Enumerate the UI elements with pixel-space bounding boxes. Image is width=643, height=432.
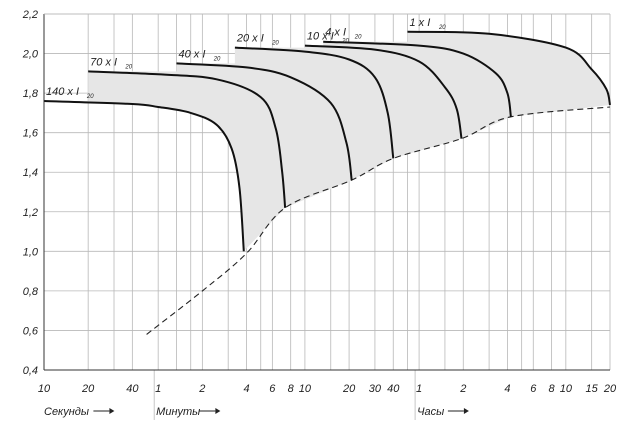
y-tick-label: 1,8 xyxy=(23,88,39,100)
series-label-sub: 20 xyxy=(341,39,349,45)
x-group-label: Минуты xyxy=(156,406,200,418)
shaded-band xyxy=(323,31,610,117)
x-tick-label: 6 xyxy=(530,383,537,395)
series-curve xyxy=(304,44,463,139)
shaded-band xyxy=(304,41,511,139)
shaded-band xyxy=(234,45,462,159)
series-label-sub: 20 xyxy=(213,56,221,62)
series-curve xyxy=(323,40,512,117)
y-tick-label: 2,2 xyxy=(22,9,38,21)
x-tick-label: 10 xyxy=(299,383,312,395)
curves xyxy=(43,30,611,335)
series-label: 4 x I xyxy=(325,27,346,39)
y-tick-label: 0,8 xyxy=(23,286,39,298)
x-tick-label: 4 xyxy=(504,383,510,395)
x-tick-label: 15 xyxy=(586,383,599,395)
x-tick-label: 8 xyxy=(549,383,556,395)
series-curve xyxy=(234,46,395,159)
series-label: 10 x I xyxy=(307,31,334,43)
series-curve xyxy=(88,70,287,208)
series-label-sub: 20 xyxy=(124,64,132,70)
x-tick-label: 2 xyxy=(459,383,466,395)
grid xyxy=(43,13,611,420)
y-tick-label: 1,4 xyxy=(23,167,38,179)
series-curve xyxy=(407,30,611,106)
y-tick-label: 0,6 xyxy=(23,325,39,337)
x-tick-label: 40 xyxy=(126,383,139,395)
x-tick-label: 20 xyxy=(81,383,95,395)
series-label-sub: 20 xyxy=(271,41,279,47)
axes xyxy=(43,13,610,414)
x-tick-label: 40 xyxy=(387,383,400,395)
group-arrow-head xyxy=(215,408,221,414)
series-curve xyxy=(176,62,353,181)
series-curve xyxy=(43,100,245,252)
series-label: 70 x I xyxy=(90,56,117,68)
shaded-band xyxy=(176,47,394,181)
x-tick-label: 20 xyxy=(342,383,356,395)
series-label-sub: 20 xyxy=(438,25,446,31)
series-label: 20 x I xyxy=(236,33,264,45)
y-tick-label: 0,4 xyxy=(23,365,38,377)
series-label-sub: 20 xyxy=(354,35,362,41)
shaded-band xyxy=(44,71,286,252)
x-group-label: Секунды xyxy=(44,406,89,418)
x-tick-label: 10 xyxy=(38,383,51,395)
series-label: 40 x I xyxy=(179,48,206,60)
x-tick-label: 30 xyxy=(369,383,382,395)
x-tick-label: 2 xyxy=(198,383,205,395)
y-tick-label: 2,0 xyxy=(22,49,39,61)
y-tick-label: 1,2 xyxy=(23,207,38,219)
x-tick-label: 10 xyxy=(560,383,573,395)
y-tick-label: 1,6 xyxy=(23,128,39,140)
x-tick-label: 4 xyxy=(243,383,249,395)
shaded-band xyxy=(88,63,352,208)
x-tick-label: 8 xyxy=(288,383,295,395)
x-tick-label: 20 xyxy=(603,383,617,395)
series-label: 1 x I xyxy=(409,17,430,29)
group-arrow-head xyxy=(463,408,469,414)
shaded-bands xyxy=(44,31,610,252)
x-tick-label: 1 xyxy=(155,383,161,395)
x-tick-label: 6 xyxy=(269,383,276,395)
labels: 0,4 0,6 0,8 1,0 1,2 1,4 1,6 1,8 2,0 2,2 10 20 40 Секу… xyxy=(22,9,617,418)
x-tick-label: 1 xyxy=(416,383,422,395)
x-group-label: Часы xyxy=(417,406,444,418)
series-label-sub: 20 xyxy=(86,94,94,100)
group-arrow-head xyxy=(109,408,115,414)
series-label: 140 x I xyxy=(46,86,79,98)
y-tick-label: 1,0 xyxy=(23,246,39,258)
